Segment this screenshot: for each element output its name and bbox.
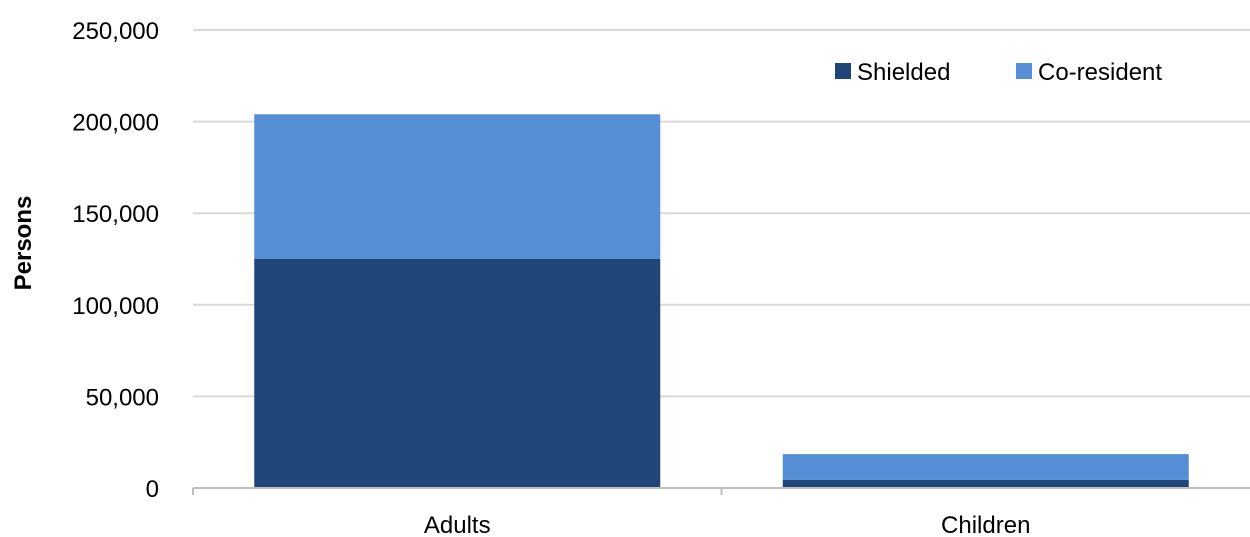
y-tick-label: 250,000 — [72, 18, 159, 45]
bar-shielded-adults — [254, 259, 661, 488]
bar-shielded-children — [782, 479, 1189, 488]
y-tick-label: 100,000 — [72, 293, 159, 320]
legend-swatch — [1016, 63, 1032, 79]
bar-co-resident-children — [782, 454, 1189, 480]
tick-labels: 0 50,000 100,000 150,000 200,000 250,000 Adult… — [72, 18, 1030, 537]
legend-label: Shielded — [857, 59, 950, 86]
legend: Shielded Co-resident — [835, 59, 1162, 86]
y-tick-label: 0 — [146, 476, 159, 503]
axes — [192, 487, 1250, 495]
y-tick-label: 200,000 — [72, 110, 159, 137]
y-tick-label: 50,000 — [86, 384, 159, 411]
y-tick-label: 150,000 — [72, 201, 159, 228]
bars — [254, 114, 1189, 488]
bar-co-resident-adults — [254, 114, 661, 259]
x-tick-label: Children — [941, 512, 1030, 537]
x-tick-label: Adults — [424, 512, 491, 537]
y-axis-title: Persons — [10, 196, 37, 291]
legend-swatch — [835, 63, 851, 79]
legend-label: Co-resident — [1038, 59, 1162, 86]
